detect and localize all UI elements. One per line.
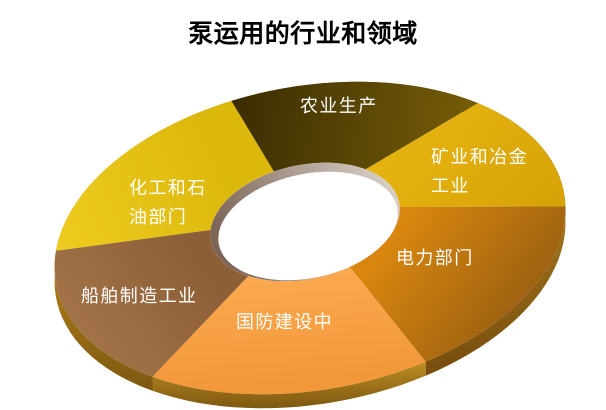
slice-power	[349, 206, 566, 362]
slice-side-national-defense	[152, 361, 426, 409]
slice-agriculture	[231, 81, 478, 172]
slice-mining-metallurgy	[365, 103, 566, 207]
slice-side-shipbuilding	[54, 250, 153, 391]
donut-hole	[210, 162, 400, 282]
slice-chemical-petroleum	[56, 100, 274, 251]
slice-national-defense	[152, 266, 426, 395]
slice-side-power	[425, 206, 566, 376]
chart-title: 泵运用的行业和领域	[188, 19, 418, 48]
slice-shipbuilding	[54, 229, 249, 377]
